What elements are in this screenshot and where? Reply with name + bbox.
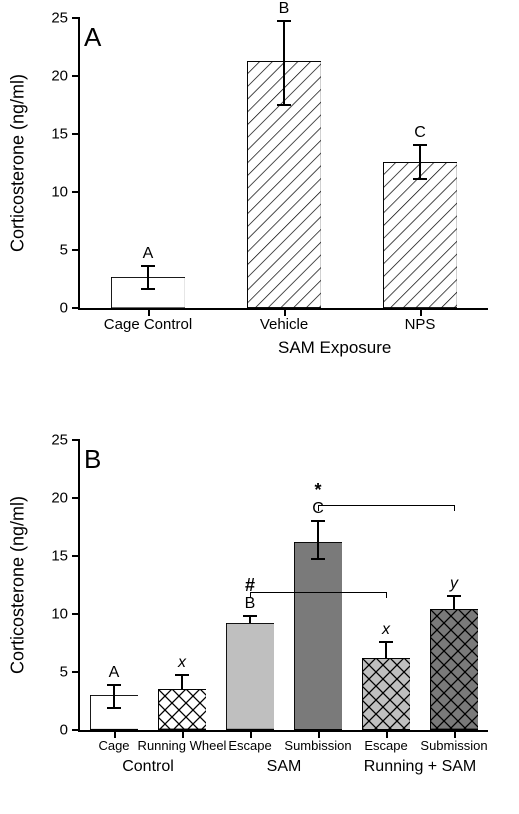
error-bar bbox=[385, 641, 387, 658]
error-cap bbox=[243, 615, 257, 617]
bar-annotation-letter: C bbox=[414, 124, 426, 142]
error-bar bbox=[419, 144, 421, 178]
significance-tick bbox=[386, 592, 387, 598]
bar-annotation-letter: A bbox=[143, 245, 154, 263]
y-tick bbox=[72, 497, 80, 499]
group-label: Control bbox=[122, 758, 174, 776]
bar bbox=[383, 162, 458, 308]
error-cap bbox=[277, 104, 291, 106]
error-bar bbox=[317, 520, 319, 558]
x-tick-label: Running Wheel bbox=[138, 738, 227, 753]
y-tick bbox=[72, 613, 80, 615]
error-cap bbox=[379, 641, 393, 643]
y-tick bbox=[72, 729, 80, 731]
panel-a-ylabel: Corticosterone (ng/ml) bbox=[8, 74, 29, 252]
significance-tick bbox=[250, 592, 251, 598]
x-tick-label: NPS bbox=[405, 316, 436, 333]
y-tick-label: 20 bbox=[51, 490, 68, 507]
bar-annotation-letter: y bbox=[450, 575, 458, 593]
error-cap bbox=[311, 558, 325, 560]
x-tick bbox=[420, 308, 422, 316]
error-bar bbox=[113, 684, 115, 707]
y-tick bbox=[72, 249, 80, 251]
y-tick-label: 15 bbox=[51, 126, 68, 143]
x-tick bbox=[148, 308, 150, 316]
x-tick bbox=[250, 730, 252, 738]
error-cap bbox=[107, 684, 121, 686]
y-tick bbox=[72, 17, 80, 19]
y-tick bbox=[72, 75, 80, 77]
error-bar bbox=[283, 20, 285, 104]
x-tick-label: Sumbission bbox=[284, 738, 351, 753]
bar-annotation-symbol: * bbox=[314, 480, 321, 501]
y-tick bbox=[72, 439, 80, 441]
x-tick bbox=[114, 730, 116, 738]
bar-annotation-letter: x bbox=[382, 621, 390, 639]
error-cap bbox=[277, 20, 291, 22]
y-tick-label: 0 bbox=[60, 300, 68, 317]
bar-annotation-letter: B bbox=[279, 0, 290, 18]
x-tick-label: Escape bbox=[228, 738, 271, 753]
x-tick-label: Submission bbox=[420, 738, 487, 753]
y-tick bbox=[72, 191, 80, 193]
error-cap bbox=[413, 178, 427, 180]
figure: A 0 5 10 15 20 25 A Cage Control B Vehicle C NPS Co… bbox=[0, 0, 519, 814]
bar bbox=[226, 623, 275, 730]
bar-annotation-letter: x bbox=[178, 654, 186, 672]
x-tick bbox=[182, 730, 184, 738]
y-tick bbox=[72, 555, 80, 557]
y-tick-label: 5 bbox=[60, 242, 68, 259]
x-tick bbox=[284, 308, 286, 316]
panel-a-xlabel: SAM Exposure bbox=[278, 338, 391, 358]
y-tick-label: 10 bbox=[51, 184, 68, 201]
significance-tick bbox=[454, 505, 455, 511]
y-tick-label: 25 bbox=[51, 10, 68, 27]
x-tick-label: Escape bbox=[364, 738, 407, 753]
bar bbox=[158, 689, 207, 730]
x-tick bbox=[386, 730, 388, 738]
y-tick-label: 0 bbox=[60, 722, 68, 739]
bar bbox=[294, 542, 343, 730]
y-tick-label: 5 bbox=[60, 664, 68, 681]
y-tick-label: 20 bbox=[51, 68, 68, 85]
y-tick bbox=[72, 307, 80, 309]
x-tick-label: Cage Control bbox=[104, 316, 192, 333]
error-cap bbox=[447, 595, 461, 597]
y-tick-label: 25 bbox=[51, 432, 68, 449]
bar-annotation-letter: A bbox=[109, 664, 120, 682]
significance-line bbox=[250, 592, 386, 593]
error-bar bbox=[453, 595, 455, 609]
bar bbox=[362, 658, 411, 730]
x-tick-label: Cage bbox=[98, 738, 129, 753]
bar bbox=[430, 609, 479, 730]
error-cap bbox=[141, 288, 155, 290]
x-tick-label: Vehicle bbox=[260, 316, 308, 333]
y-tick bbox=[72, 133, 80, 135]
y-tick bbox=[72, 671, 80, 673]
significance-tick bbox=[318, 505, 319, 511]
error-cap bbox=[107, 707, 121, 709]
y-tick-label: 15 bbox=[51, 548, 68, 565]
x-tick bbox=[454, 730, 456, 738]
y-tick-label: 10 bbox=[51, 606, 68, 623]
error-cap bbox=[413, 144, 427, 146]
error-cap bbox=[175, 674, 189, 676]
significance-line bbox=[318, 505, 454, 506]
panel-a-plot: 0510152025ACage ControlBVehicleCNPS bbox=[78, 18, 488, 310]
group-label: Running + SAM bbox=[364, 758, 477, 776]
group-label: SAM bbox=[267, 758, 302, 776]
error-bar bbox=[147, 265, 149, 288]
panel-b-plot: 0510152025ACagexRunning WheelB#EscapeC*S… bbox=[78, 440, 488, 732]
panel-b-ylabel: Corticosterone (ng/ml) bbox=[8, 496, 29, 674]
x-tick bbox=[318, 730, 320, 738]
error-bar bbox=[181, 674, 183, 689]
error-cap bbox=[141, 265, 155, 267]
error-cap bbox=[311, 520, 325, 522]
